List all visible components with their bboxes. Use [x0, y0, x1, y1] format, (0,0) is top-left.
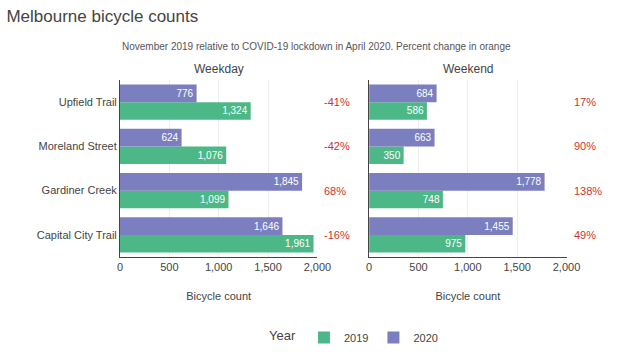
svg-text:0: 0	[366, 261, 372, 273]
svg-text:Bicycle count: Bicycle count	[435, 290, 500, 302]
svg-text:1,845: 1,845	[274, 176, 299, 187]
svg-text:500: 500	[409, 261, 427, 273]
svg-text:Moreland Street: Moreland Street	[39, 140, 117, 152]
svg-text:90%: 90%	[574, 140, 596, 152]
svg-text:1,000: 1,000	[454, 261, 482, 273]
svg-text:1,778: 1,778	[516, 176, 541, 187]
svg-text:-41%: -41%	[324, 96, 350, 108]
svg-text:2,000: 2,000	[304, 261, 332, 273]
svg-text:Weekday: Weekday	[194, 62, 244, 76]
svg-text:663: 663	[414, 132, 431, 143]
svg-text:1,076: 1,076	[198, 150, 223, 161]
svg-text:2020: 2020	[413, 332, 437, 344]
svg-text:1,000: 1,000	[205, 261, 233, 273]
svg-text:776: 776	[176, 88, 193, 99]
svg-text:Year: Year	[269, 328, 296, 343]
svg-text:Weekend: Weekend	[443, 62, 493, 76]
svg-text:1,500: 1,500	[503, 261, 531, 273]
svg-text:68%: 68%	[324, 185, 346, 197]
svg-text:Gardiner Creek: Gardiner Creek	[42, 184, 118, 196]
svg-text:975: 975	[445, 238, 462, 249]
svg-text:138%: 138%	[574, 185, 602, 197]
svg-text:1,455: 1,455	[484, 221, 509, 232]
svg-text:1,099: 1,099	[200, 194, 225, 205]
svg-text:Upfield Trail: Upfield Trail	[59, 96, 117, 108]
svg-text:748: 748	[423, 194, 440, 205]
svg-text:1,961: 1,961	[285, 238, 310, 249]
svg-text:Melbourne bicycle counts: Melbourne bicycle counts	[6, 7, 198, 26]
svg-text:586: 586	[407, 105, 424, 116]
svg-text:-42%: -42%	[324, 140, 350, 152]
svg-text:0: 0	[117, 261, 123, 273]
svg-text:Capital City Trail: Capital City Trail	[37, 229, 117, 241]
svg-text:49%: 49%	[574, 229, 596, 241]
svg-text:684: 684	[416, 88, 433, 99]
svg-text:624: 624	[161, 132, 178, 143]
svg-text:Bicycle count: Bicycle count	[186, 290, 251, 302]
svg-text:November 2019 relative to COVI: November 2019 relative to COVID-19 lockd…	[122, 41, 511, 52]
svg-text:17%: 17%	[574, 96, 596, 108]
svg-text:1,500: 1,500	[254, 261, 282, 273]
svg-text:-16%: -16%	[324, 229, 350, 241]
svg-text:2019: 2019	[344, 332, 368, 344]
svg-text:350: 350	[384, 150, 401, 161]
svg-text:1,324: 1,324	[222, 105, 247, 116]
svg-text:500: 500	[160, 261, 178, 273]
svg-text:2,000: 2,000	[553, 261, 581, 273]
svg-text:1,646: 1,646	[254, 221, 279, 232]
